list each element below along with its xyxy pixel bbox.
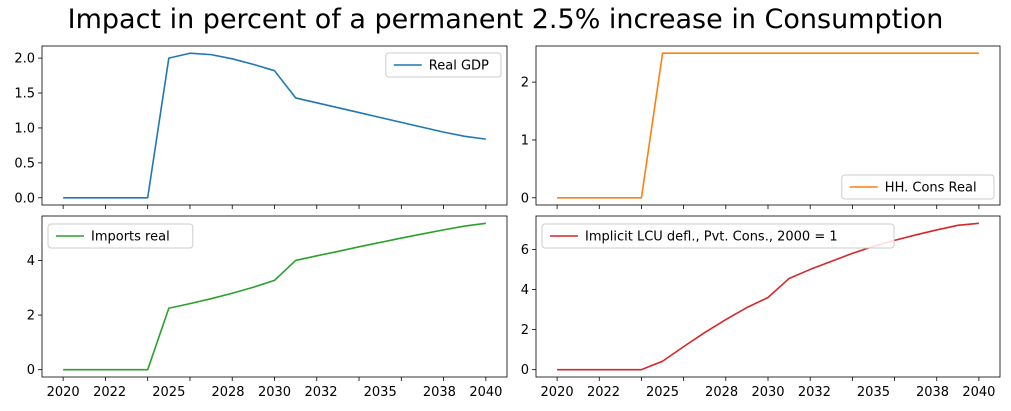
legend: Imports real (47, 223, 194, 249)
x-tick-label: 2038 (423, 385, 456, 400)
y-tick-label: 4 (521, 283, 529, 298)
panel-1: 0.0 0.5 1.0 1.5 2.0 Real GDP (14, 45, 508, 209)
legend: Real GDP (385, 52, 502, 78)
x-tick-label: 2032 (304, 385, 337, 400)
y-tick-label: 6 (521, 243, 529, 258)
y-tick-label: 0 (521, 363, 529, 378)
x-tick-label: 2025 (646, 385, 679, 400)
y-tick-label: 1.5 (14, 87, 35, 102)
y-tick-label: 1.0 (14, 121, 35, 136)
x-tick-label: 2020 (47, 385, 80, 400)
x-tick-label: 2028 (705, 385, 738, 400)
y-tick-label: 1 (521, 133, 529, 148)
x-tick-label: 2040 (962, 385, 995, 400)
x-tick-label: 2035 (364, 385, 397, 400)
legend-label: Real GDP (429, 59, 489, 74)
panel-3: 0 2 4 2020 2022 2025 2028 2030 2032 2035 2038 2040 I… (27, 215, 508, 400)
y-tick-label: 0.0 (14, 191, 35, 206)
legend-box (841, 174, 995, 200)
legend-box (385, 52, 502, 78)
y-tick-label: 0.5 (14, 156, 35, 171)
y-tick-label: 2 (521, 323, 529, 338)
x-tick-label: 2028 (211, 385, 244, 400)
y-tick-label: 4 (27, 254, 35, 269)
x-tick-label: 2040 (469, 385, 502, 400)
series-line (557, 222, 979, 371)
panel-4: 0 2 4 6 2020 2022 2025 2028 2030 2032 2035 2038 2040… (521, 215, 1001, 400)
y-tick-label: 0 (27, 363, 35, 378)
legend-box (541, 223, 895, 249)
x-tick-label: 2035 (857, 385, 890, 400)
series-line (63, 52, 486, 199)
y-tick-label: 2 (521, 76, 529, 91)
legend: Implicit LCU defl., Pvt. Cons., 2000 = 1 (541, 223, 895, 249)
series-line (63, 222, 486, 371)
y-tick-label: 2 (27, 309, 35, 324)
y-tick-label: 2.0 (14, 52, 35, 67)
x-tick-label: 2022 (587, 385, 620, 400)
x-tick-label: 2030 (258, 385, 291, 400)
legend-label: Imports real (91, 230, 170, 245)
x-tick-label: 2025 (152, 385, 185, 400)
x-tick-label: 2032 (798, 385, 831, 400)
figure-title: Impact in percent of a permanent 2.5% in… (67, 4, 944, 35)
legend: HH. Cons Real (841, 174, 995, 200)
legend-label: HH. Cons Real (885, 181, 977, 196)
x-tick-label: 2038 (916, 385, 949, 400)
y-tick-label: 0 (521, 191, 529, 206)
x-tick-label: 2022 (93, 385, 126, 400)
legend-label: Implicit LCU defl., Pvt. Cons., 2000 = 1 (585, 230, 838, 245)
x-tick-label: 2030 (751, 385, 784, 400)
series-line (557, 52, 979, 199)
legend-box (47, 223, 194, 249)
x-tick-label: 2020 (541, 385, 574, 400)
panel-2: 0 1 2 HH. Cons Real (521, 45, 1001, 209)
